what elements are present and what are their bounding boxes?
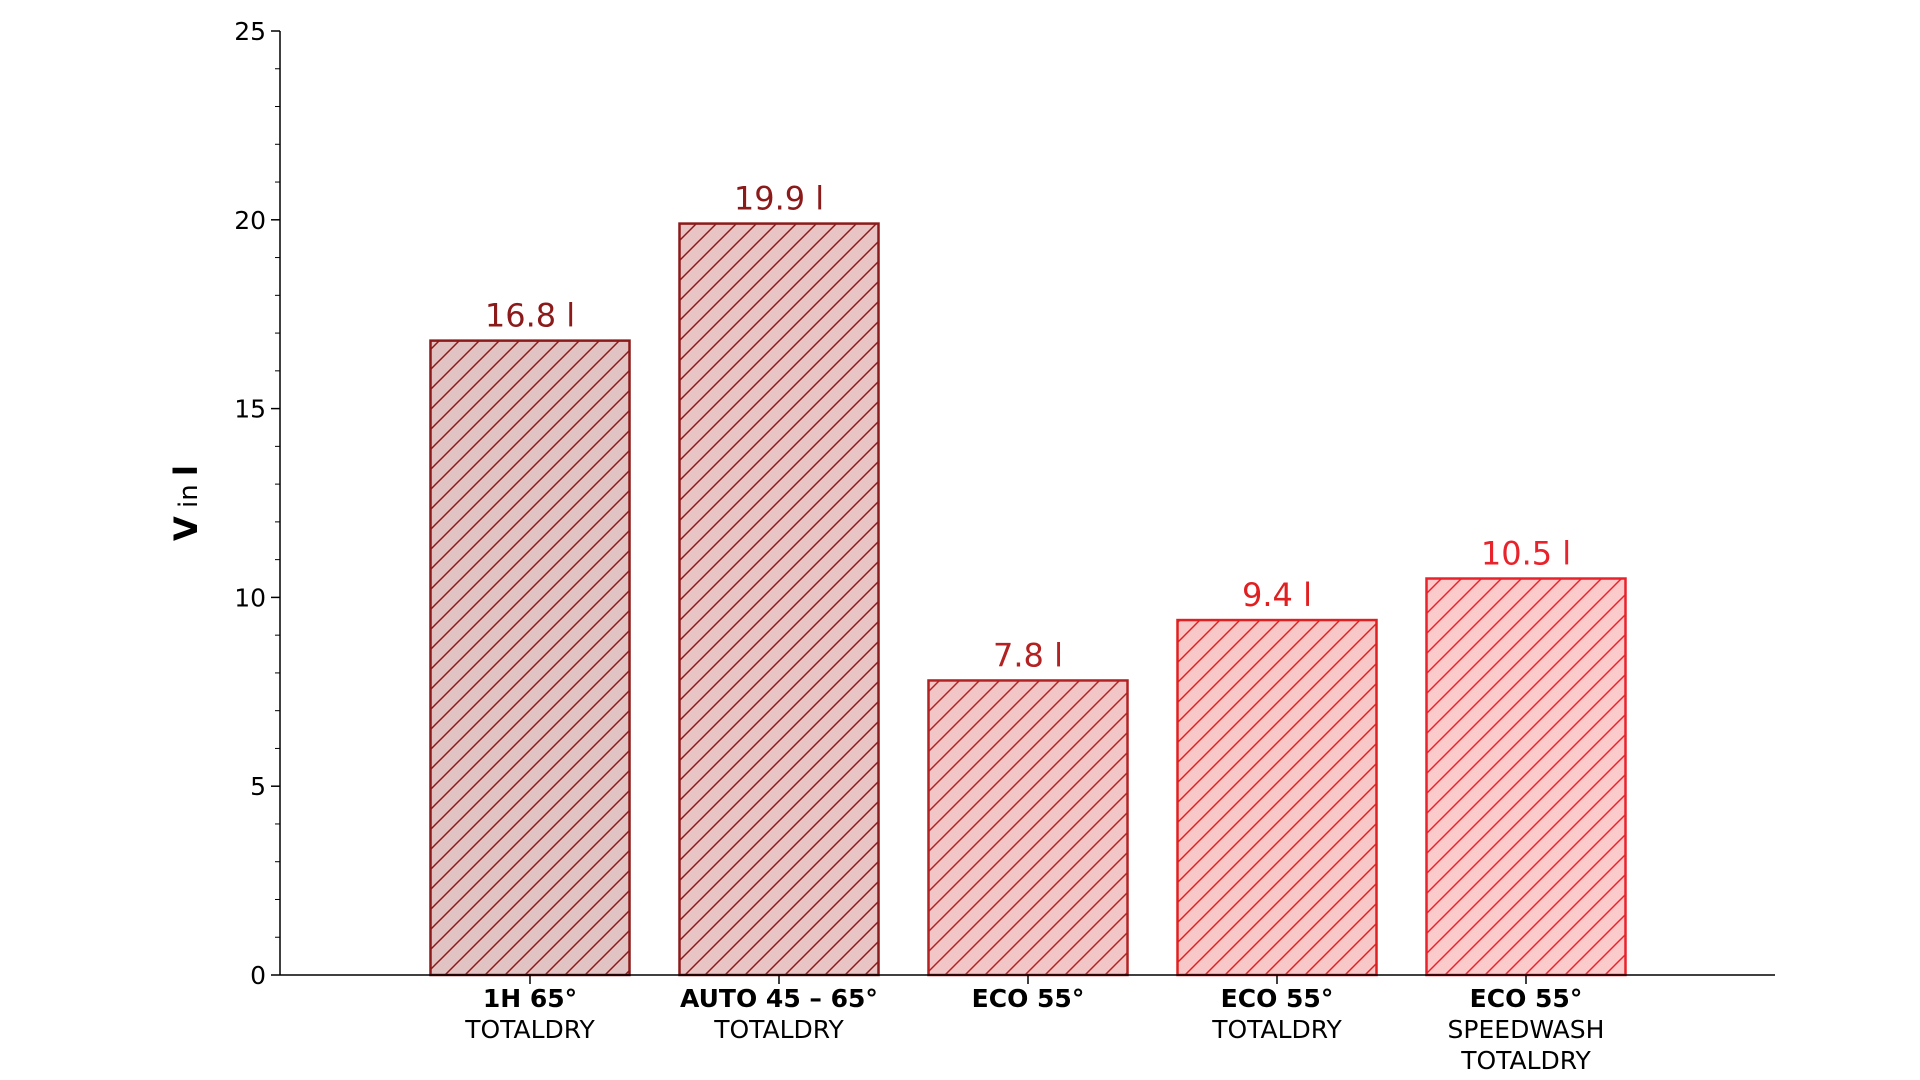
x-tick-label-sub: SPEEDWASH (1448, 1015, 1605, 1044)
bar-value-label: 16.8 l (485, 297, 575, 335)
bars-group (429, 222, 1627, 977)
y-tick-label: 25 (234, 17, 266, 46)
x-tick-label-sub: TOTALDRY (1211, 1015, 1342, 1044)
bar-value-label: 19.9 l (734, 180, 824, 218)
y-tick-label: 20 (234, 206, 266, 235)
labels-group: 16.8 l 19.9 l 7.8 l 9.4 l 10.5 l (485, 180, 1571, 675)
x-tick-label-main: ECO 55° (972, 984, 1085, 1013)
y-tick-label: 0 (250, 961, 266, 990)
bar-value-label: 9.4 l (1242, 576, 1312, 614)
x-tick-label-sub: TOTALDRY (713, 1015, 844, 1044)
y-tick-label: 15 (234, 395, 266, 424)
y-axis-label: V in l (167, 465, 205, 541)
x-tick-label-sub: TOTALDRY (1460, 1046, 1591, 1075)
bar-value-label: 10.5 l (1481, 535, 1571, 573)
bar-5 (1425, 577, 1627, 977)
bar-3 (927, 679, 1129, 977)
x-tick-label-main: AUTO 45 – 65° (680, 984, 878, 1013)
x-tick-label-main: ECO 55° (1221, 984, 1334, 1013)
bar-2 (678, 222, 880, 977)
y-tick-label: 10 (234, 583, 266, 612)
x-tick-label-main: 1H 65° (483, 984, 577, 1013)
bar-value-label: 7.8 l (993, 636, 1063, 674)
x-tick-label-sub: TOTALDRY (464, 1015, 595, 1044)
y-tick-label: 5 (250, 772, 266, 801)
x-tick-label-main: ECO 55° (1470, 984, 1583, 1013)
bar-1 (429, 339, 631, 977)
bar-4 (1176, 618, 1378, 977)
